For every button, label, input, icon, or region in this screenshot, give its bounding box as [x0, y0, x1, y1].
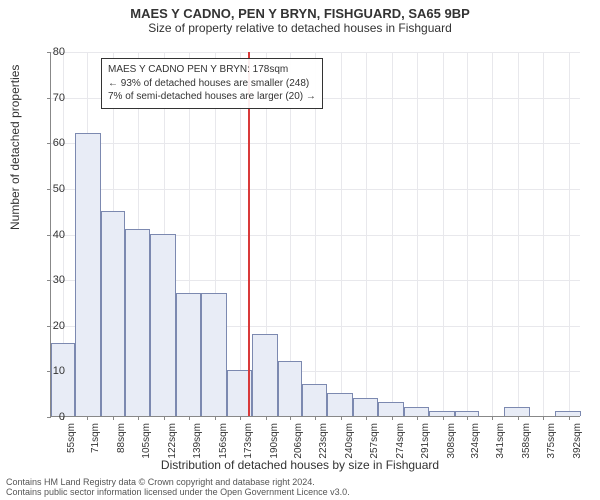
gridline-v — [443, 52, 444, 416]
gridline-v — [492, 52, 493, 416]
y-axis-label: Number of detached properties — [8, 65, 22, 230]
xtick-mark — [366, 416, 367, 420]
gridline-v — [569, 52, 570, 416]
ytick-label: 30 — [25, 274, 65, 286]
x-axis-label: Distribution of detached houses by size … — [0, 458, 600, 472]
gridline-v — [341, 52, 342, 416]
annotation-line: ← 93% of detached houses are smaller (24… — [108, 77, 316, 91]
xtick-label: 71sqm — [90, 423, 101, 453]
xtick-mark — [417, 416, 418, 420]
ytick-label: 20 — [25, 320, 65, 332]
xtick-label: 392sqm — [572, 423, 583, 459]
xtick-label: 122sqm — [167, 423, 178, 459]
ytick-label: 0 — [25, 411, 65, 423]
ytick-label: 80 — [25, 46, 65, 58]
annotation-line: MAES Y CADNO PEN Y BRYN: 178sqm — [108, 63, 316, 77]
xtick-label: 341sqm — [495, 423, 506, 459]
gridline-v — [543, 52, 544, 416]
xtick-mark — [392, 416, 393, 420]
gridline-v — [392, 52, 393, 416]
xtick-label: 88sqm — [116, 423, 127, 453]
xtick-label: 55sqm — [66, 423, 77, 453]
footer-line: Contains public sector information licen… — [6, 488, 350, 498]
histogram-bar — [125, 229, 151, 416]
ytick-label: 60 — [25, 137, 65, 149]
xtick-label: 324sqm — [470, 423, 481, 459]
chart-area: MAES Y CADNO PEN Y BRYN: 178sqm ← 93% of… — [50, 52, 580, 417]
xtick-label: 105sqm — [141, 423, 152, 459]
xtick-mark — [290, 416, 291, 420]
xtick-mark — [543, 416, 544, 420]
xtick-mark — [113, 416, 114, 420]
annotation-box: MAES Y CADNO PEN Y BRYN: 178sqm ← 93% of… — [101, 58, 323, 109]
histogram-bar — [278, 361, 302, 416]
histogram-bar — [378, 402, 404, 416]
histogram-bar — [176, 293, 202, 416]
xtick-label: 139sqm — [192, 423, 203, 459]
xtick-mark — [164, 416, 165, 420]
histogram-bar — [51, 343, 75, 416]
ytick-label: 10 — [25, 365, 65, 377]
xtick-label: 240sqm — [344, 423, 355, 459]
xtick-label: 190sqm — [269, 423, 280, 459]
ytick-label: 50 — [25, 183, 65, 195]
histogram-bar — [150, 234, 176, 417]
histogram-bar — [252, 334, 278, 416]
histogram-bar — [302, 384, 328, 416]
chart-title: MAES Y CADNO, PEN Y BRYN, FISHGUARD, SA6… — [0, 0, 600, 21]
ytick-label: 70 — [25, 92, 65, 104]
xtick-mark — [492, 416, 493, 420]
xtick-label: 223sqm — [318, 423, 329, 459]
annotation-line: 7% of semi-detached houses are larger (2… — [108, 90, 316, 104]
xtick-mark — [240, 416, 241, 420]
chart-subtitle: Size of property relative to detached ho… — [0, 21, 600, 37]
xtick-label: 375sqm — [546, 423, 557, 459]
histogram-bar — [404, 407, 430, 416]
footer-attribution: Contains HM Land Registry data © Crown c… — [6, 478, 350, 498]
xtick-label: 257sqm — [369, 423, 380, 459]
gridline-v — [518, 52, 519, 416]
xtick-mark — [569, 416, 570, 420]
gridline-v — [467, 52, 468, 416]
xtick-label: 173sqm — [243, 423, 254, 459]
histogram-bar — [455, 411, 479, 416]
xtick-mark — [518, 416, 519, 420]
ytick-label: 40 — [25, 229, 65, 241]
histogram-bar — [429, 411, 455, 416]
gridline-v — [366, 52, 367, 416]
xtick-label: 291sqm — [420, 423, 431, 459]
xtick-mark — [467, 416, 468, 420]
xtick-mark — [315, 416, 316, 420]
xtick-label: 358sqm — [521, 423, 532, 459]
histogram-bar — [75, 133, 101, 416]
histogram-bar — [327, 393, 353, 416]
xtick-label: 308sqm — [446, 423, 457, 459]
histogram-bar — [504, 407, 530, 416]
xtick-mark — [341, 416, 342, 420]
histogram-bar — [101, 211, 125, 416]
histogram-bar — [353, 398, 379, 416]
xtick-mark — [215, 416, 216, 420]
xtick-mark — [138, 416, 139, 420]
xtick-mark — [87, 416, 88, 420]
xtick-label: 206sqm — [293, 423, 304, 459]
histogram-bar — [555, 411, 581, 416]
xtick-label: 156sqm — [218, 423, 229, 459]
plot-region: MAES Y CADNO PEN Y BRYN: 178sqm ← 93% of… — [50, 52, 580, 417]
gridline-v — [417, 52, 418, 416]
xtick-mark — [443, 416, 444, 420]
xtick-label: 274sqm — [395, 423, 406, 459]
xtick-mark — [189, 416, 190, 420]
xtick-mark — [266, 416, 267, 420]
histogram-bar — [201, 293, 227, 416]
